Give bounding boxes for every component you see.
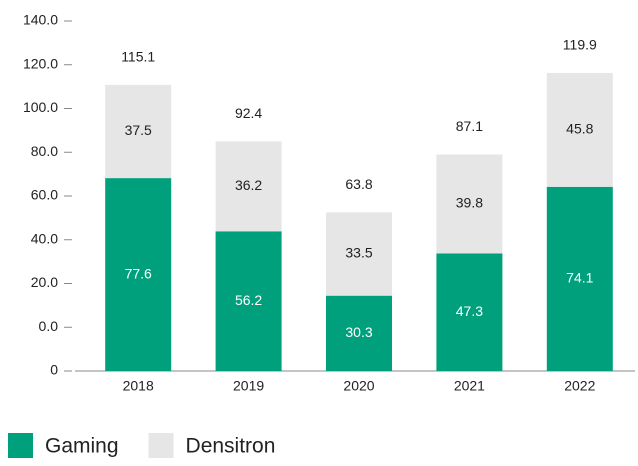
bar-segment bbox=[546, 72, 613, 187]
bar-segment bbox=[215, 231, 282, 371]
legend-label: Densitron bbox=[186, 435, 276, 458]
bar-segment bbox=[215, 141, 282, 232]
y-tick-label: 60.0 bbox=[31, 187, 58, 203]
bar-segment bbox=[436, 154, 503, 254]
total-label: 115.1 bbox=[121, 49, 155, 65]
segment-label: 33.5 bbox=[345, 245, 372, 261]
x-tick-label: 2020 bbox=[343, 378, 374, 394]
bar-segment bbox=[326, 295, 392, 371]
x-tick-label: 2021 bbox=[454, 378, 485, 394]
segment-label: 77.6 bbox=[125, 265, 152, 281]
segment-label: 74.1 bbox=[566, 270, 593, 286]
segment-label: 47.3 bbox=[456, 303, 483, 319]
segment-label: 30.3 bbox=[345, 324, 372, 340]
segment-label: 56.2 bbox=[235, 292, 262, 308]
bar-segment bbox=[436, 253, 503, 371]
legend-swatch bbox=[148, 433, 174, 458]
legend-label: Gaming bbox=[45, 435, 119, 458]
y-tick-label: 140.0 bbox=[23, 12, 58, 28]
bar-segment bbox=[326, 212, 392, 296]
bar-segment bbox=[546, 186, 613, 371]
y-tick-label: 80.0 bbox=[31, 143, 58, 159]
total-label: 119.9 bbox=[563, 37, 597, 53]
x-tick-label: 2019 bbox=[233, 378, 264, 394]
total-label: 63.8 bbox=[345, 176, 372, 192]
x-tick-label: 2018 bbox=[123, 378, 154, 394]
segment-label: 36.2 bbox=[235, 177, 262, 193]
x-tick-label: 2022 bbox=[564, 378, 595, 394]
y-tick-label: 20.0 bbox=[31, 274, 58, 290]
total-label: 87.1 bbox=[456, 118, 483, 134]
bar-segment bbox=[105, 84, 172, 179]
y-tick-label: 40.0 bbox=[31, 230, 58, 246]
y-tick-label: 0.0 bbox=[39, 318, 59, 334]
y-tick-label: 120.0 bbox=[23, 55, 58, 71]
bar-segment bbox=[105, 178, 172, 371]
segment-label: 37.5 bbox=[125, 122, 152, 138]
segment-label: 45.8 bbox=[566, 121, 593, 137]
legend-swatch bbox=[8, 433, 33, 458]
segment-label: 39.8 bbox=[456, 195, 483, 211]
y-tick-label: 0 bbox=[50, 362, 58, 378]
total-label: 92.4 bbox=[235, 105, 262, 121]
y-tick-label: 100.0 bbox=[23, 99, 58, 115]
